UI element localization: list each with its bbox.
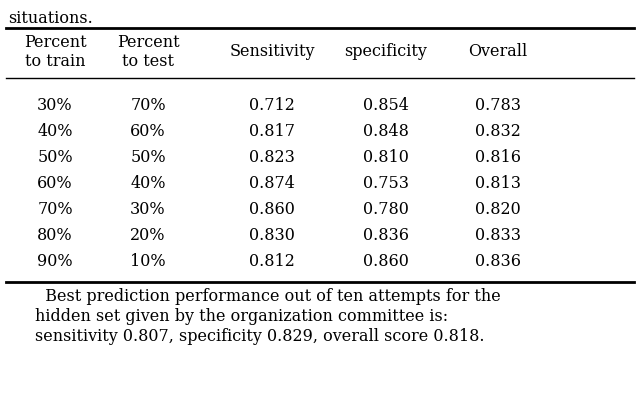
Text: hidden set given by the organization committee is:: hidden set given by the organization com… bbox=[35, 308, 448, 325]
Text: 0.848: 0.848 bbox=[363, 123, 409, 140]
Text: 0.860: 0.860 bbox=[363, 252, 409, 270]
Text: specificity: specificity bbox=[344, 44, 428, 61]
Text: 50%: 50% bbox=[37, 149, 73, 165]
Text: 0.854: 0.854 bbox=[363, 97, 409, 114]
Text: 70%: 70% bbox=[37, 200, 73, 217]
Text: 40%: 40% bbox=[37, 123, 73, 140]
Text: 40%: 40% bbox=[131, 174, 166, 191]
Text: 60%: 60% bbox=[37, 174, 73, 191]
Text: 30%: 30% bbox=[37, 97, 73, 114]
Text: 0.832: 0.832 bbox=[475, 123, 521, 140]
Text: Overall: Overall bbox=[468, 44, 527, 61]
Text: 0.836: 0.836 bbox=[363, 226, 409, 244]
Text: 80%: 80% bbox=[37, 226, 73, 244]
Text: 0.830: 0.830 bbox=[249, 226, 295, 244]
Text: 50%: 50% bbox=[130, 149, 166, 165]
Text: 0.783: 0.783 bbox=[475, 97, 521, 114]
Text: 20%: 20% bbox=[131, 226, 166, 244]
Text: Sensitivity: Sensitivity bbox=[229, 44, 315, 61]
Text: 0.810: 0.810 bbox=[363, 149, 409, 165]
Text: 0.823: 0.823 bbox=[249, 149, 295, 165]
Text: 0.833: 0.833 bbox=[475, 226, 521, 244]
Text: Percent
to test: Percent to test bbox=[116, 34, 179, 70]
Text: situations.: situations. bbox=[8, 10, 93, 27]
Text: 0.812: 0.812 bbox=[249, 252, 295, 270]
Text: 0.836: 0.836 bbox=[475, 252, 521, 270]
Text: 0.817: 0.817 bbox=[249, 123, 295, 140]
Text: 90%: 90% bbox=[37, 252, 73, 270]
Text: 0.874: 0.874 bbox=[249, 174, 295, 191]
Text: 0.780: 0.780 bbox=[363, 200, 409, 217]
Text: 70%: 70% bbox=[130, 97, 166, 114]
Text: 0.860: 0.860 bbox=[249, 200, 295, 217]
Text: 0.816: 0.816 bbox=[475, 149, 521, 165]
Text: 0.712: 0.712 bbox=[249, 97, 295, 114]
Text: 60%: 60% bbox=[130, 123, 166, 140]
Text: 30%: 30% bbox=[130, 200, 166, 217]
Text: sensitivity 0.807, specificity 0.829, overall score 0.818.: sensitivity 0.807, specificity 0.829, ov… bbox=[35, 328, 484, 345]
Text: Best prediction performance out of ten attempts for the: Best prediction performance out of ten a… bbox=[35, 288, 500, 305]
Text: 0.753: 0.753 bbox=[363, 174, 409, 191]
Text: 0.820: 0.820 bbox=[475, 200, 521, 217]
Text: Percent
to train: Percent to train bbox=[24, 34, 86, 70]
Text: 10%: 10% bbox=[130, 252, 166, 270]
Text: 0.813: 0.813 bbox=[475, 174, 521, 191]
